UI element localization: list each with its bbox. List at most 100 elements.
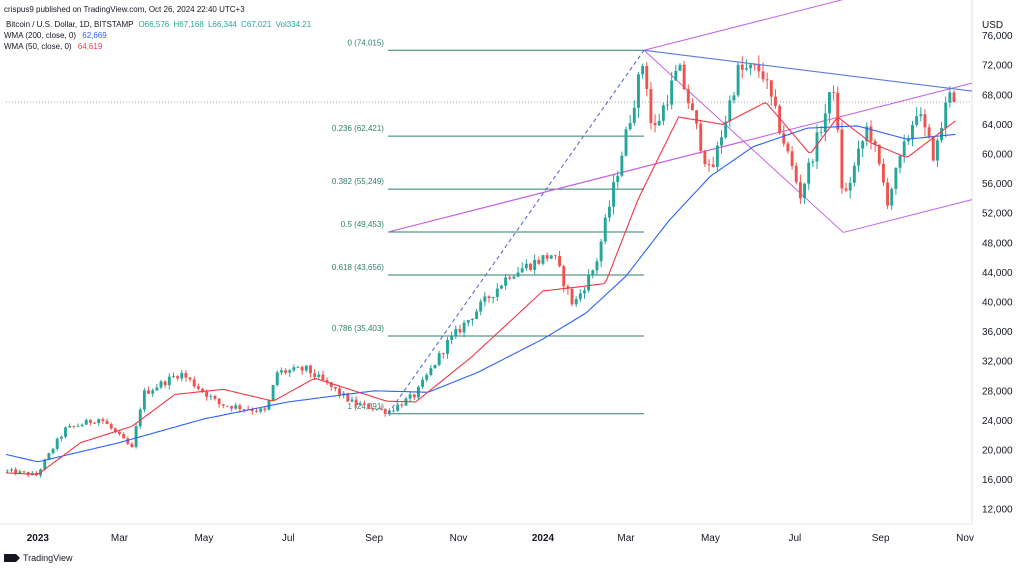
candle-body — [475, 311, 478, 319]
y-tick-label: 36,000 — [982, 327, 1013, 338]
candle-body — [595, 261, 599, 271]
candle-body — [549, 255, 553, 259]
candle-body — [122, 434, 126, 439]
candle-body — [346, 393, 350, 402]
candle-body — [309, 365, 312, 374]
candle-body — [234, 405, 238, 409]
candle-body — [786, 143, 790, 152]
candle-body — [55, 438, 59, 449]
candle-body — [176, 376, 180, 379]
candle-body — [172, 376, 175, 377]
candle-body — [624, 129, 628, 156]
candle-body — [500, 285, 503, 289]
candle-body — [695, 110, 699, 124]
candle-body — [383, 409, 387, 414]
candle-body — [852, 165, 856, 183]
candle-body — [583, 290, 586, 294]
close-value: C67,021 — [241, 20, 272, 29]
candle-body — [284, 370, 288, 373]
candle-body — [450, 335, 454, 340]
candle-body — [43, 459, 47, 470]
candle-body — [113, 428, 117, 432]
candle-body — [22, 471, 26, 473]
candle-body — [279, 370, 283, 373]
x-tick-label: Mar — [111, 533, 129, 544]
candle-body — [163, 381, 167, 386]
candle-body — [744, 68, 748, 70]
candle-body — [641, 65, 645, 75]
candle-body — [379, 408, 383, 410]
candle-body — [782, 133, 786, 144]
candle-body — [441, 353, 445, 355]
candle-body — [5, 470, 9, 472]
candle-body — [940, 127, 944, 141]
candle-body — [196, 386, 200, 389]
candle-body — [495, 288, 499, 297]
candle-body — [508, 277, 512, 279]
candle-body — [749, 64, 753, 69]
moving-averages — [5, 102, 956, 475]
candle-body — [757, 64, 761, 72]
candle-body — [562, 266, 566, 287]
candle-body — [209, 396, 213, 397]
candle-body — [109, 424, 113, 429]
candle-body — [437, 353, 441, 365]
pitchfork-drawing[interactable] — [387, 0, 973, 233]
trendlines[interactable] — [387, 49, 973, 415]
fib-level-label: 0.5 (49,453) — [341, 220, 384, 229]
wma50-legend[interactable]: WMA (50, close, 0) 64,619 — [4, 42, 102, 51]
candle-body — [649, 88, 653, 123]
wma200-legend[interactable]: WMA (200, close, 0) 62,669 — [4, 31, 107, 40]
candle-body — [553, 255, 557, 257]
candle-body — [255, 410, 258, 412]
candle-body — [76, 425, 80, 427]
time-axis[interactable]: 2023 Mar May Jul Sep Nov 2024 Mar May Jul Sep Nov — [27, 533, 974, 544]
candle-body — [205, 391, 209, 397]
tradingview-logo-icon — [4, 554, 20, 562]
candle-body — [80, 424, 84, 426]
candle-body — [88, 419, 92, 423]
candle-body — [354, 399, 358, 406]
candle-body — [342, 393, 346, 395]
candle-body — [292, 367, 296, 371]
candle-body — [14, 469, 18, 474]
candle-body — [504, 277, 508, 286]
candle-body — [130, 443, 134, 447]
candle-body — [68, 425, 72, 428]
candle-body — [931, 136, 935, 161]
candle-body — [371, 408, 375, 410]
tradingview-logo[interactable]: TradingView — [4, 553, 73, 563]
candle-body — [736, 64, 740, 96]
price-axis[interactable]: USD 12,000 16,000 20,000 24,000 28,000 32,000 3… — [982, 20, 1013, 516]
fib-level-label: 0.382 (55,249) — [332, 177, 384, 186]
candle-body — [333, 386, 337, 389]
candle-body — [911, 124, 914, 139]
x-tick-label: Sep — [872, 533, 890, 544]
candle-body — [72, 425, 76, 427]
candle-body — [861, 141, 865, 149]
candle-body — [84, 419, 88, 425]
candle-body — [778, 105, 782, 134]
candle-body — [753, 64, 757, 66]
candle-body — [798, 182, 802, 199]
y-tick-label: 52,000 — [982, 209, 1013, 220]
tradingview-logo-text: TradingView — [23, 553, 73, 563]
candle-body — [533, 259, 537, 270]
candle-body — [803, 183, 806, 199]
candle-body — [462, 322, 466, 333]
candle-body — [865, 126, 869, 142]
candle-body — [558, 256, 562, 267]
candle-body — [952, 92, 956, 103]
candle-body — [678, 64, 682, 71]
candle-body — [400, 404, 404, 406]
candle-body — [138, 409, 142, 427]
fibonacci-retracement[interactable]: 0 (74,015) 0.236 (62,421) 0.382 (55,249) 0.… — [332, 38, 645, 415]
symbol-legend[interactable]: Bitcoin / U.S. Dollar, 1D, BITSTAMP O66,… — [4, 20, 311, 29]
candle-body — [827, 92, 831, 114]
candle-body — [807, 162, 811, 184]
candle-body — [769, 80, 773, 97]
candle-body — [819, 132, 823, 133]
candle-body — [670, 80, 674, 105]
candle-body — [242, 409, 246, 411]
